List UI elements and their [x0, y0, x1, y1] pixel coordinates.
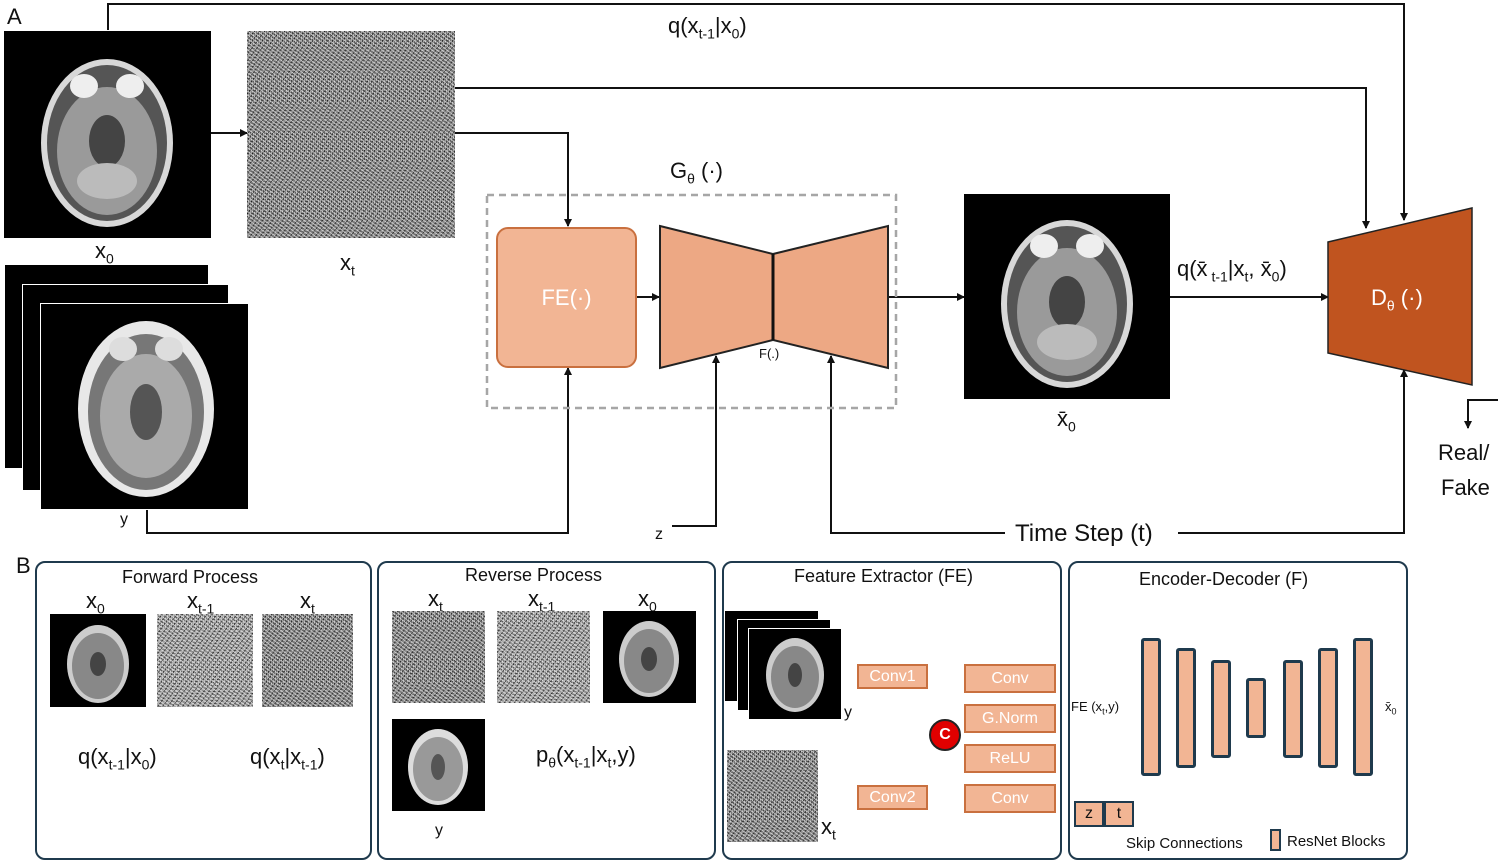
xbar0-mri-image [964, 194, 1170, 399]
generator-label: Gθ (·) [670, 158, 724, 187]
arrow-y-to-fe [146, 367, 572, 534]
xt-label: xt [340, 250, 355, 279]
z-label: z [655, 526, 663, 543]
brain-scan-icon [766, 638, 824, 712]
fe-xt-label: xt [821, 814, 836, 843]
conv2-label: Conv2 [869, 788, 916, 806]
fe-block-label: Conv [991, 669, 1029, 687]
fe-block-0: Conv [964, 664, 1056, 693]
conv2-block: Conv2 [857, 785, 928, 810]
discriminator-label: Dθ (·) [1371, 285, 1423, 314]
reverse-y-label: y [435, 822, 443, 839]
resnet-block-3 [1211, 660, 1231, 758]
real-fake-label-2: Fake [1441, 475, 1490, 500]
fe-block-label: Conv [991, 789, 1029, 807]
resnet-block-1 [1141, 638, 1161, 776]
brain-scan-icon [1001, 220, 1133, 388]
forward-x0-image [50, 614, 146, 707]
forward-xt-image [262, 614, 353, 707]
reverse-img-label-2: x0 [638, 586, 657, 615]
legend-resnet-label: ResNet Blocks [1287, 833, 1386, 850]
resnet-block-2 [1176, 648, 1196, 768]
forward-img-label-0: x0 [86, 588, 105, 617]
brain-scan-icon [41, 59, 173, 227]
ed-z-input: z [1074, 801, 1104, 827]
resnet-block-4 [1246, 678, 1266, 738]
conv1-label: Conv1 [869, 667, 916, 685]
concat-label: C [939, 726, 951, 743]
forward-xt1-image [157, 614, 253, 707]
fe-block-label: ReLU [989, 749, 1031, 767]
fe-block-3: Conv [964, 784, 1056, 813]
xt-noise-image [247, 31, 455, 238]
feature-extractor-title: Feature Extractor (FE) [794, 566, 974, 586]
fe-block-1: G.Norm [964, 704, 1056, 733]
arrow-x0-to-discriminator [107, 3, 1408, 221]
fe-y-image [748, 628, 842, 720]
f-label: F(.) [759, 346, 780, 361]
reverse-process-title: Reverse Process [465, 565, 603, 585]
ed-output-label: x̄0 [1385, 699, 1397, 717]
reverse-img-label-0: xt [428, 586, 443, 615]
posterior-q-label: q(x̄ t-1|xt, x̄0) [1177, 256, 1287, 285]
resnet-block-5 [1283, 660, 1303, 758]
reverse-p-label: pθ(xt-1|xt,y) [536, 742, 636, 771]
x0-label: x0 [95, 238, 114, 267]
brain-scan-icon [619, 621, 679, 697]
reverse-xt1-image [497, 611, 590, 703]
f-encoder-shape [659, 224, 774, 370]
generator-dashed-box [485, 193, 898, 410]
y-mri-image [40, 303, 249, 510]
panel-a-letter: A [7, 4, 22, 29]
real-fake-label-1: Real/ [1438, 440, 1490, 465]
forward-process-title: Forward Process [122, 567, 259, 587]
reverse-img-label-1: xt-1 [528, 586, 556, 615]
concat-circle: C [929, 719, 961, 751]
legend-skip-label: Skip Connections [1126, 835, 1243, 852]
forward-q1-label: q(xt-1|x0) [78, 744, 157, 773]
arrow-z-to-f [672, 355, 720, 527]
discriminator-shape [1327, 207, 1473, 386]
reverse-x0-image [603, 611, 696, 703]
ed-input-label: FE (xt,y) [1071, 699, 1120, 717]
arrow-time-to-f [827, 355, 1005, 534]
brain-scan-icon [67, 625, 129, 703]
ed-t-input: t [1104, 801, 1134, 827]
arrow-time-to-d [1178, 369, 1408, 534]
legend-resnet-swatch [1270, 829, 1281, 851]
panel-b-letter: B [16, 553, 31, 578]
fe-y-label: y [844, 704, 852, 721]
fe-xt-image [727, 750, 818, 842]
ed-z-label: z [1085, 805, 1093, 822]
forward-img-label-2: xt [300, 588, 315, 617]
y-label: y [120, 511, 128, 528]
time-step-label: Time Step (t) [1015, 520, 1153, 547]
forward-process-panel [35, 561, 372, 860]
arrow-xt-to-fe [455, 132, 572, 227]
f-decoder-shape [772, 224, 889, 370]
arrow-xt-to-discriminator [455, 87, 1370, 229]
reverse-y-image [392, 719, 485, 811]
blurred-brain-icon [408, 729, 468, 805]
encoder-decoder-title: Encoder-Decoder (F) [1139, 569, 1309, 589]
resnet-block-6 [1318, 648, 1338, 768]
blurred-brain-icon [78, 321, 214, 497]
forward-q-label: q(xt-1|x0) [668, 13, 747, 42]
fe-label: FE(·) [541, 284, 592, 310]
conv1-block: Conv1 [857, 664, 928, 689]
x0-mri-image [4, 31, 211, 238]
fe-block-label: G.Norm [982, 709, 1038, 727]
resnet-block-7 [1353, 638, 1373, 776]
fe-box: FE(·) [496, 227, 637, 368]
forward-img-label-1: xt-1 [187, 588, 215, 617]
arrow-d-to-realfake [1464, 399, 1498, 429]
fe-block-2: ReLU [964, 744, 1056, 773]
forward-q2-label: q(xt|xt-1) [250, 744, 325, 773]
reverse-xt-image [392, 611, 485, 703]
xbar0-label: x̄0 [1057, 406, 1076, 435]
ed-t-label: t [1116, 805, 1122, 822]
